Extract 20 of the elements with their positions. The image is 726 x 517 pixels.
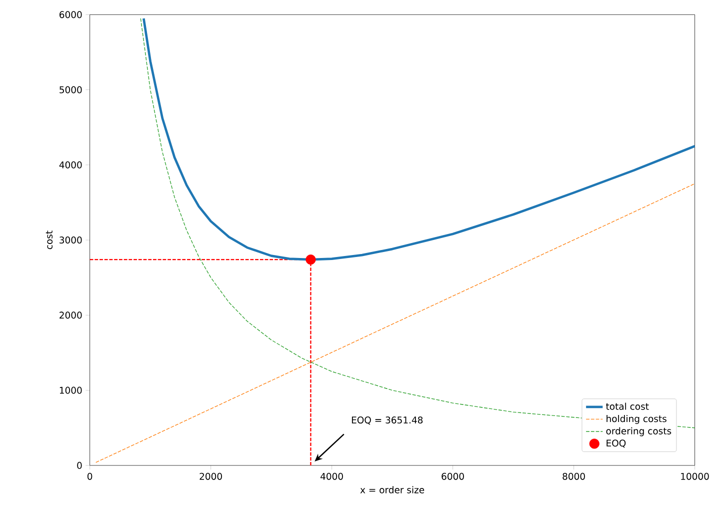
y-tick-label: 2000 [60,312,82,319]
y-tick-label: 0 [77,462,82,469]
x-tick-label: 6000 [442,472,464,480]
x-axis-title: x = order size [360,486,424,494]
y-axis-title: cost [46,230,53,250]
legend-label: total cost [606,402,649,410]
legend-label: holding costs [606,414,666,424]
x-tick-label: 10000 [681,472,709,480]
y-tick-label: 4000 [59,161,82,168]
legend-label: EOQ [606,440,626,448]
x-tick-label: 2000 [200,472,222,480]
x-tick-label: 4000 [320,472,343,480]
y-tick-label: 3000 [60,236,82,244]
y-tick-label: 6000 [60,11,82,18]
y-tick-label: 5000 [60,86,82,94]
y-tick-label: 1000 [60,386,82,394]
annotation: EOQ = 3651.48 [352,416,423,424]
legend-label: ordering costs [606,427,672,436]
x-tick-label: 0 [87,472,92,480]
x-tick-label: 8000 [562,472,585,480]
